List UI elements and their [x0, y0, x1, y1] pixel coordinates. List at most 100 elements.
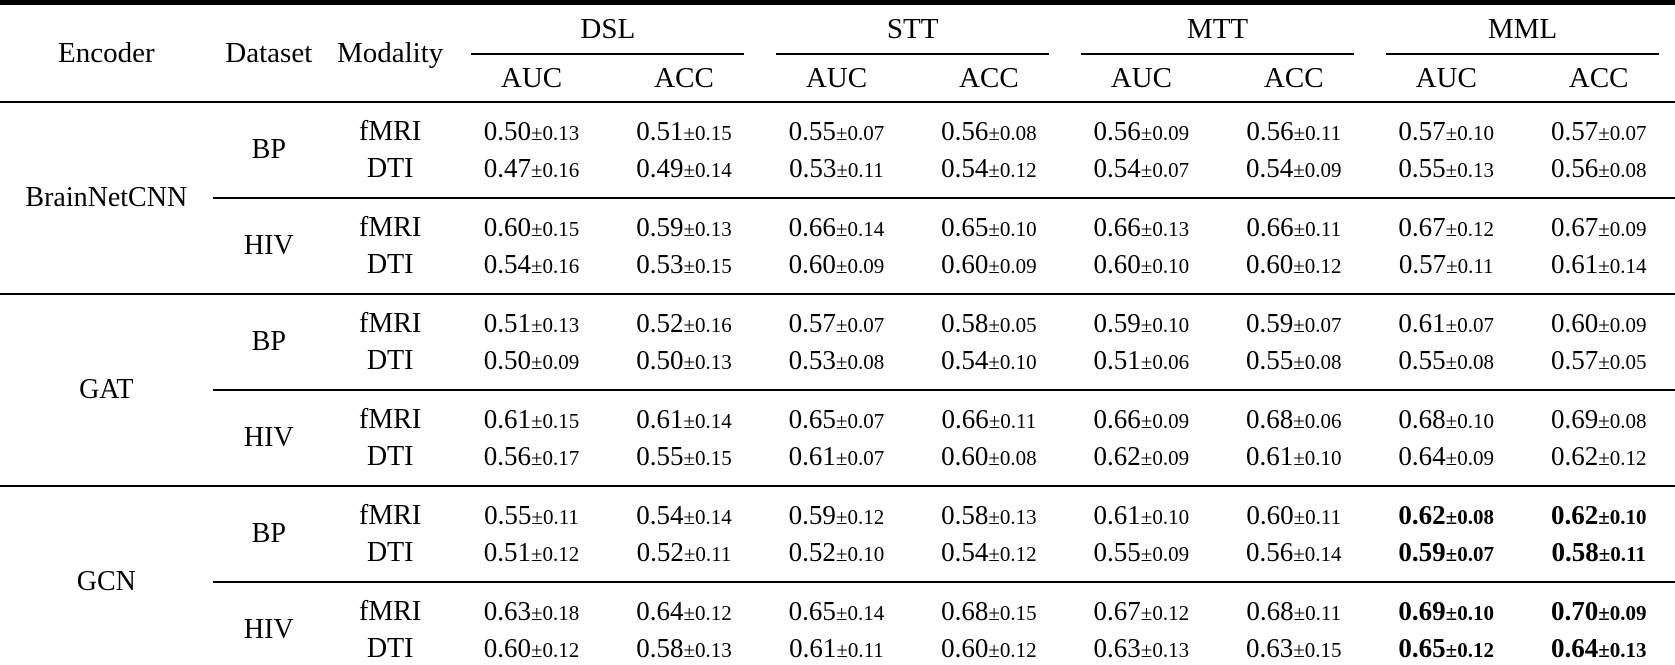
cell-stt-auc: 0.66±0.14: [760, 197, 913, 246]
metric-mean: 0.64: [636, 596, 684, 626]
cell-mtt-auc: 0.66±0.09: [1065, 389, 1218, 438]
cell-mml-auc: 0.68±0.10: [1369, 389, 1523, 438]
metric-std: ±0.13: [531, 121, 580, 145]
cell-mml-auc: 0.55±0.13: [1370, 150, 1522, 198]
metric-mean: 0.51: [1093, 345, 1141, 375]
cell-mtt-auc: 0.61±0.10: [1065, 485, 1218, 534]
cell-stt-auc: 0.61±0.11: [760, 630, 912, 665]
metric-mean: 0.55: [484, 500, 532, 530]
dataset-cell: BP: [212, 293, 325, 390]
cell-dsl-auc: 0.47±0.16: [455, 150, 607, 198]
metric-mean: 0.65: [1398, 633, 1446, 663]
modality-cell: fMRI: [324, 485, 456, 534]
cell-mtt-acc: 0.56±0.11: [1218, 102, 1370, 150]
cell-mtt-acc: 0.66±0.11: [1217, 197, 1370, 246]
metric-std: ±0.14: [1598, 254, 1647, 278]
cell-mtt-auc: 0.66±0.13: [1065, 197, 1218, 246]
cell-stt-auc: 0.61±0.07: [760, 438, 912, 486]
metric-std: ±0.08: [988, 446, 1037, 470]
metric-mean: 0.58: [941, 500, 989, 530]
cell-mml-auc: 0.55±0.08: [1370, 342, 1522, 390]
group-rule-mml: MML: [1385, 5, 1659, 55]
metric-std: ±0.10: [988, 350, 1037, 374]
metric-mean: 0.51: [483, 537, 532, 567]
cell-mtt-acc: 0.61±0.10: [1218, 438, 1370, 486]
metric-mean: 0.60: [941, 249, 989, 279]
metric-std: ±0.12: [1445, 638, 1494, 662]
results-table-body: BrainNetCNN BP fMRI 0.50±0.13 0.51±0.15 0.55±…: [0, 102, 1675, 665]
metric-std: ±0.13: [683, 217, 732, 241]
metric-std: ±0.07: [835, 446, 885, 470]
group-rule-dsl: DSL: [471, 5, 745, 55]
cell-mml-acc: 0.70±0.09: [1522, 581, 1675, 630]
cell-mtt-acc: 0.68±0.11: [1217, 581, 1370, 630]
cell-mtt-acc: 0.54±0.09: [1218, 150, 1370, 198]
table-row: GCN BP fMRI 0.55±0.11 0.54±0.14 0.59±0.12 0.58…: [0, 485, 1675, 665]
metric-std: ±0.11: [683, 542, 732, 566]
group-label-stt: STT: [886, 13, 939, 45]
cell-dsl-acc: 0.52±0.16: [607, 293, 761, 342]
cell-mtt-auc: 0.55±0.09: [1065, 534, 1217, 582]
col-header-encoder: Encoder: [58, 36, 155, 69]
cell-mtt-auc: 0.51±0.06: [1065, 342, 1217, 390]
cell-mtt-acc: 0.56±0.14: [1218, 534, 1370, 582]
metric-mean: 0.54: [941, 537, 989, 567]
cell-mml-acc: 0.67±0.09: [1522, 197, 1675, 246]
metric-std: ±0.09: [1140, 409, 1190, 433]
metric-std: ±0.09: [1598, 217, 1647, 241]
metric-mean: 0.61: [636, 404, 684, 434]
cell-dsl-acc: 0.55±0.15: [608, 438, 760, 486]
metric-std: ±0.13: [531, 313, 580, 337]
metric-mean: 0.57: [1398, 116, 1446, 146]
table-row: HIV fMRI 0.61±0.15 0.61±0.14 0.65±0.07 0.66±0…: [0, 389, 1675, 486]
cell-mml-acc: 0.56±0.08: [1522, 150, 1675, 198]
cell-stt-auc: 0.53±0.08: [760, 342, 912, 390]
metric-mean: 0.68: [941, 596, 989, 626]
metric-std: ±0.07: [1445, 542, 1494, 566]
cell-mtt-auc: 0.60±0.10: [1065, 246, 1217, 294]
metric-std: ±0.10: [1140, 505, 1190, 529]
metric-std: ±0.11: [1293, 217, 1342, 241]
metric-mean: 0.59: [636, 212, 684, 242]
modality-cell: fMRI: [359, 115, 422, 147]
cell-mml-acc: 0.61±0.14: [1522, 246, 1675, 294]
cell-stt-acc: 0.54±0.12: [913, 534, 1065, 582]
metric-mean: 0.58: [636, 633, 684, 663]
metric-std: ±0.09: [835, 254, 885, 278]
cell-mml-acc: 0.62±0.12: [1522, 438, 1675, 486]
modality-cell: fMRI: [324, 293, 456, 342]
cell-stt-acc: 0.54±0.10: [913, 342, 1065, 390]
table-row: BrainNetCNN BP fMRI 0.50±0.13 0.51±0.15 0.55±…: [0, 102, 1675, 213]
table-row: DTI 0.60±0.12 0.58±0.13 0.61±0.11 0.60±0.12 0…: [0, 630, 1675, 665]
metric-std: ±0.13: [1140, 638, 1190, 662]
metric-std: ±0.08: [1445, 505, 1494, 529]
cell-dsl-acc: 0.59±0.13: [607, 197, 761, 246]
dataset-cell: BP: [251, 134, 286, 165]
metric-std: ±0.14: [683, 409, 732, 433]
col-header-dataset: Dataset: [225, 36, 313, 69]
cell-dsl-acc: 0.64±0.12: [607, 581, 761, 630]
metric-std: ±0.07: [835, 313, 885, 337]
cell-dsl-auc: 0.51±0.13: [455, 293, 608, 342]
cell-stt-acc: 0.68±0.15: [912, 581, 1066, 630]
group-label-dsl: DSL: [580, 13, 636, 45]
col-group-dsl: DSL: [455, 3, 760, 55]
metric-mean: 0.61: [1245, 441, 1294, 471]
metric-mean: 0.62: [1093, 441, 1141, 471]
metric-std: ±0.08: [1598, 409, 1647, 433]
table-header: Encoder Dataset Modality DSL STT MTT MML…: [0, 3, 1675, 102]
metric-mean: 0.63: [1245, 633, 1294, 663]
metric-mean: 0.68: [1246, 596, 1294, 626]
metric-std: ±0.15: [1293, 638, 1342, 662]
metric-mean: 0.50: [483, 345, 532, 375]
metric-mean: 0.55: [1245, 345, 1294, 375]
metric-mean: 0.52: [636, 537, 684, 567]
metric-mean: 0.59: [788, 500, 836, 530]
cell-dsl-auc: 0.50±0.13: [455, 102, 607, 150]
group-label-mml: MML: [1487, 13, 1558, 45]
metric-std: ±0.13: [683, 350, 732, 374]
modality-cell: fMRI: [324, 581, 456, 630]
cell-stt-acc: 0.60±0.08: [913, 438, 1065, 486]
metric-std: ±0.13: [1445, 158, 1494, 182]
modality-cell: DTI: [366, 152, 414, 184]
